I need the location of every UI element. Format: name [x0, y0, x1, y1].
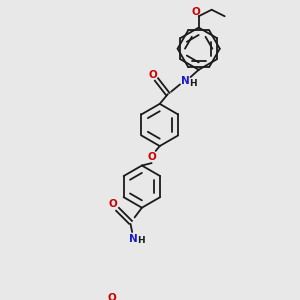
Text: O: O — [192, 7, 201, 17]
Text: O: O — [148, 70, 157, 80]
Text: O: O — [107, 293, 116, 300]
Text: H: H — [189, 79, 197, 88]
Text: N: N — [181, 76, 190, 86]
Text: O: O — [108, 200, 117, 209]
Text: N: N — [129, 233, 138, 244]
Text: H: H — [137, 236, 145, 245]
Text: O: O — [147, 152, 156, 162]
